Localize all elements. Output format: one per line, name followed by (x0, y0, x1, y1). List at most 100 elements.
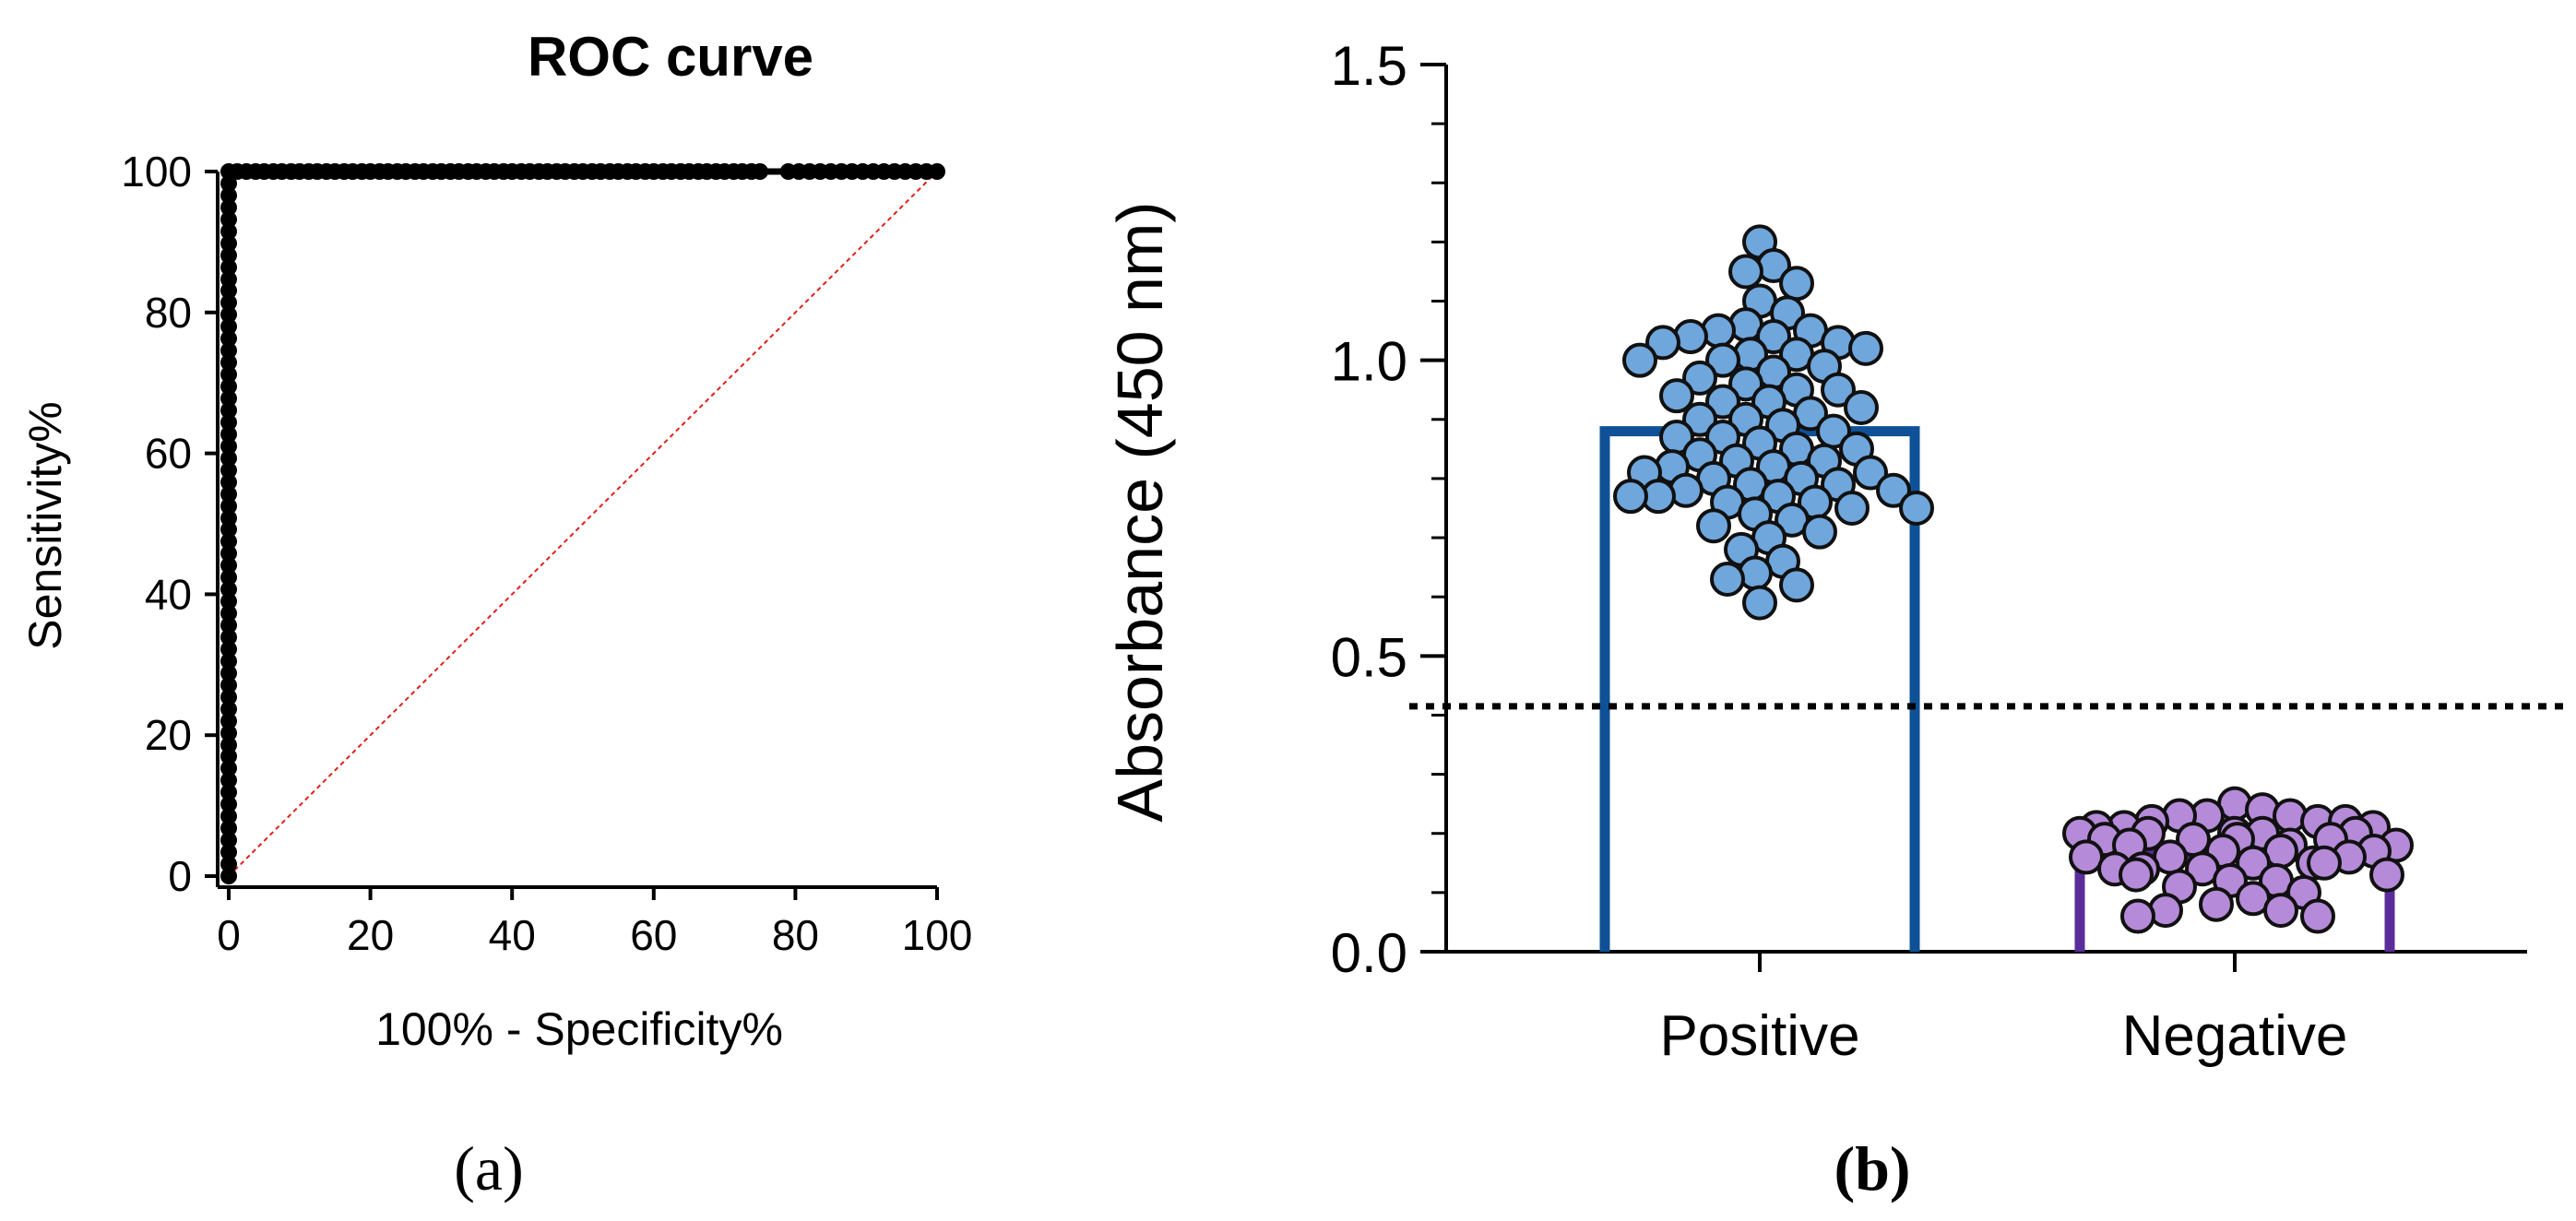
roc-point (220, 401, 237, 419)
roc-point (220, 760, 237, 777)
roc-point (220, 545, 237, 563)
roc-point (220, 617, 237, 634)
absorbance-category-labels: Positive Negative (1659, 1004, 2347, 1068)
roc-point (220, 664, 237, 682)
point-positive (1728, 254, 1763, 290)
roc-point (220, 868, 237, 884)
roc-reference-line (228, 171, 938, 877)
category-label-positive: Positive (1659, 1004, 1859, 1068)
roc-y-tick-label: 80 (145, 289, 192, 337)
point-positive (1848, 330, 1883, 366)
roc-point (220, 808, 237, 825)
roc-point (220, 318, 237, 336)
roc-x-tick-label: 60 (630, 911, 677, 959)
roc-point (220, 640, 237, 658)
roc-chart-title: ROC curve (528, 26, 813, 88)
roc-point (220, 712, 237, 729)
roc-point (220, 557, 237, 575)
point-positive (1682, 360, 1717, 396)
point-positive (1682, 401, 1717, 437)
roc-y-tick-label: 100 (121, 148, 192, 196)
roc-point (220, 270, 237, 288)
roc-point (220, 581, 237, 599)
absorbance-points (1613, 224, 2414, 934)
roc-point (220, 509, 237, 527)
roc-point (220, 354, 237, 372)
roc-point (220, 844, 237, 861)
point-positive (1853, 455, 1888, 491)
roc-point (220, 222, 237, 240)
roc-x-tick-label: 100 (902, 911, 973, 959)
roc-y-tick-label: 60 (145, 430, 192, 478)
roc-tick-labels: 0 20 40 60 80 100 0 20 40 60 80 100 (121, 148, 972, 959)
roc-point (220, 832, 237, 849)
roc-point (220, 198, 237, 216)
point-negative (2263, 893, 2298, 929)
roc-point (220, 413, 237, 431)
point-positive (1899, 491, 1934, 526)
roc-y-tick-label: 40 (145, 570, 192, 618)
point-positive (1756, 319, 1791, 355)
point-positive (1876, 472, 1911, 508)
roc-point (220, 306, 237, 324)
roc-y-tick-label: 0 (168, 852, 192, 900)
roc-point (220, 736, 237, 753)
category-label-negative: Negative (2122, 1004, 2348, 1068)
absorbance-chart: 0.0 0.5 1.0 1.5 Positive Negative Absorbance… (1104, 35, 2564, 1203)
roc-y-axis-label: Sensitivity% (19, 401, 71, 650)
roc-y-tick-label: 20 (145, 711, 192, 759)
roc-point (220, 294, 237, 312)
roc-point (220, 234, 237, 252)
roc-point (220, 796, 237, 813)
roc-point (220, 533, 237, 551)
point-positive (1622, 342, 1657, 378)
roc-point (220, 330, 237, 348)
roc-point (220, 258, 237, 276)
roc-point (220, 605, 237, 622)
roc-point (220, 390, 237, 408)
point-negative (2120, 898, 2155, 934)
roc-point (220, 378, 237, 396)
absorbance-y-tick-label: 1.5 (1331, 35, 1407, 97)
roc-point (220, 425, 237, 443)
point-positive (1613, 479, 1648, 515)
roc-point (220, 246, 237, 264)
roc-point (220, 366, 237, 384)
roc-point (220, 856, 237, 873)
point-positive (1779, 567, 1814, 603)
absorbance-y-axis-label: Absorbance (450 nm) (1104, 201, 1176, 822)
point-negative (2236, 845, 2271, 881)
roc-point (220, 461, 237, 479)
roc-point (220, 724, 237, 741)
roc-point (220, 700, 237, 717)
roc-x-tick-label: 0 (217, 911, 241, 959)
roc-point (220, 688, 237, 705)
point-positive (1779, 266, 1814, 302)
roc-point (220, 437, 237, 455)
point-negative (2369, 857, 2404, 893)
roc-point (220, 676, 237, 693)
point-positive (1659, 378, 1694, 414)
point-negative (2307, 845, 2342, 881)
panel-label-b: (b) (1834, 1133, 1910, 1203)
absorbance-y-tick-label: 1.0 (1331, 331, 1407, 393)
point-negative (2199, 886, 2234, 922)
point-positive (1802, 514, 1837, 550)
roc-point (220, 784, 237, 801)
absorbance-y-tick-label: 0.0 (1331, 922, 1407, 984)
absorbance-tick-labels: 0.0 0.5 1.0 1.5 (1331, 35, 1407, 984)
point-positive (1844, 389, 1879, 425)
roc-chart: ROC curve 0 20 40 60 80 100 0 20 40 60 80 100 100% … (19, 26, 972, 1203)
point-positive (1705, 384, 1740, 420)
point-negative (2119, 857, 2154, 893)
roc-x-tick-label: 40 (489, 911, 536, 959)
roc-point (220, 186, 237, 204)
roc-point (929, 163, 945, 180)
roc-point (220, 449, 237, 467)
roc-point (220, 772, 237, 789)
absorbance-y-tick-label: 0.5 (1331, 626, 1407, 688)
roc-point (220, 473, 237, 491)
roc-x-tick-label: 80 (772, 911, 819, 959)
point-positive (1645, 325, 1680, 361)
point-positive (1821, 372, 1856, 408)
